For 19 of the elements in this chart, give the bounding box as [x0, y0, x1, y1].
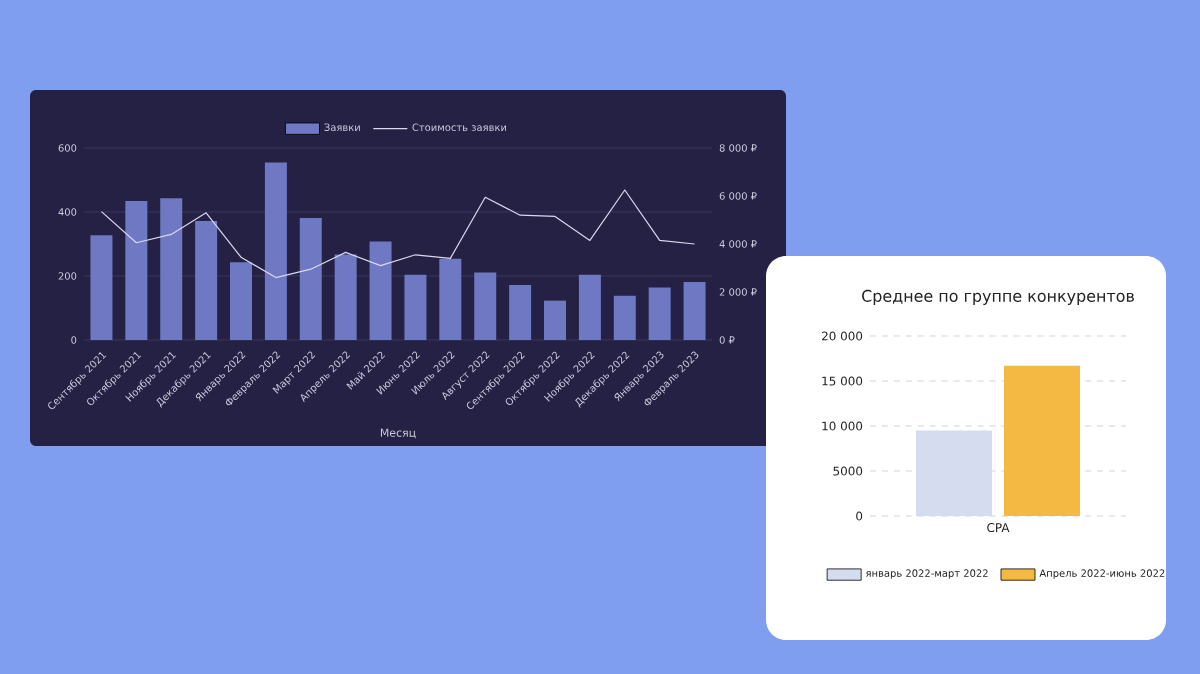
- bar: [683, 282, 706, 340]
- bar: [369, 241, 392, 340]
- bar: [160, 198, 183, 340]
- bar: [334, 254, 357, 340]
- bar: [299, 218, 322, 340]
- bar: [404, 274, 427, 340]
- bar: [195, 220, 218, 340]
- bar: [648, 287, 671, 340]
- bar: [230, 262, 252, 340]
- line-series: [100, 189, 696, 279]
- bar: [125, 201, 148, 340]
- bar: [264, 162, 287, 340]
- bar: [613, 295, 636, 340]
- bar: [90, 235, 113, 340]
- bar: [439, 258, 462, 340]
- bar: [509, 284, 532, 340]
- bar: [474, 272, 497, 340]
- bar: [544, 300, 567, 340]
- bar: [578, 274, 601, 340]
